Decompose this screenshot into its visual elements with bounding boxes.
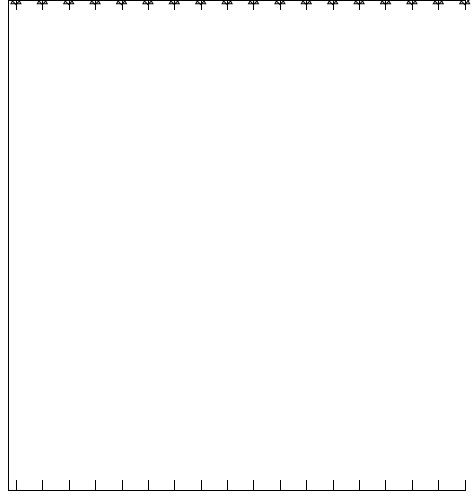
diamond-point <box>221 0 233 6</box>
diamond-point <box>459 0 470 6</box>
diamond-point <box>142 0 154 6</box>
axes <box>8 0 466 491</box>
diamond-point <box>327 0 338 6</box>
diamond-point <box>406 0 418 6</box>
triangle-point <box>432 0 445 5</box>
diamond-point <box>10 0 22 6</box>
triangle-point <box>379 0 392 5</box>
diamond-point <box>116 0 127 6</box>
diamond-point <box>433 0 444 6</box>
triangle-point <box>62 0 75 5</box>
triangle-point <box>194 0 207 5</box>
triangle-point <box>247 0 260 5</box>
diamond-point <box>301 0 312 6</box>
diamond-point <box>37 0 48 6</box>
triangle-point <box>89 0 101 5</box>
diamond-point <box>63 0 74 6</box>
triangle-point <box>221 0 233 5</box>
diamond-point <box>169 0 180 6</box>
triangle-point <box>406 0 418 5</box>
triangle-point <box>300 0 313 5</box>
triangle-point <box>274 0 286 5</box>
triangle-point <box>36 0 49 5</box>
diamond-point <box>248 0 259 6</box>
diamond-point <box>274 0 286 6</box>
triangle-point <box>353 0 365 5</box>
plot-area <box>10 0 471 6</box>
triangle-point <box>10 0 22 5</box>
diamond-point <box>195 0 206 6</box>
triangle-point <box>142 0 154 5</box>
triangle-point <box>168 0 181 5</box>
diamond-point <box>89 0 101 6</box>
triangle-point <box>115 0 128 5</box>
triangle-point <box>326 0 339 5</box>
diamond-point <box>380 0 391 6</box>
triangle-point <box>458 0 471 5</box>
diamond-point <box>353 0 365 6</box>
